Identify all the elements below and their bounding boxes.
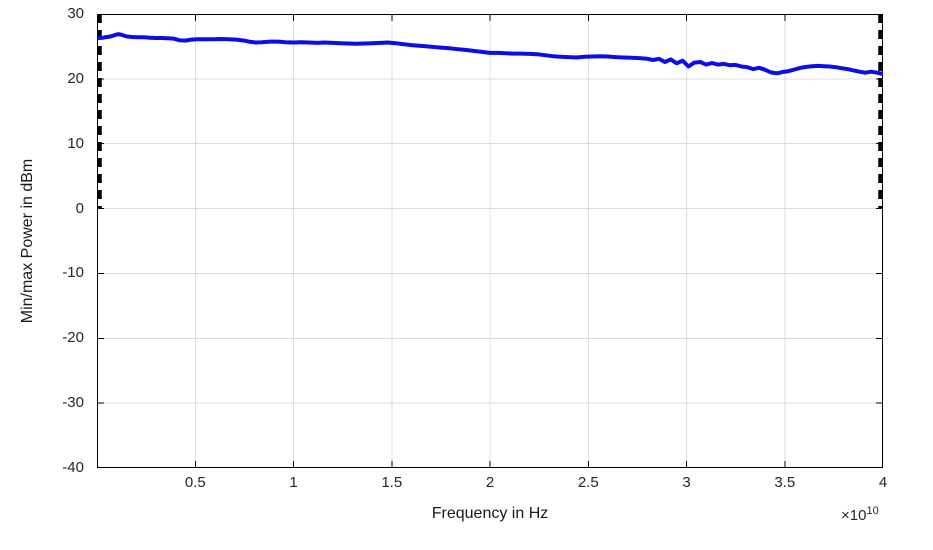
x-tick-label: 3 [682,474,691,491]
y-tick-label: -20 [62,329,84,347]
x-tick-label: 1.5 [381,474,403,491]
y-tick-label: 30 [67,5,84,22]
x-tick-label: 2 [485,474,495,491]
y-tick-label: -30 [62,394,84,412]
multiplier-base: ×10 [841,507,867,524]
y-tick-label: 10 [67,134,84,152]
x-tick-label: 2.5 [577,474,599,491]
plot-area [97,14,883,468]
x-tick-label: 3.5 [774,474,796,491]
x-tick-label: 4 [878,474,888,491]
multiplier-exponent: 10 [866,505,879,517]
x-tick-label: 1 [289,474,298,491]
x-axis-label: Frequency in Hz [431,505,549,522]
y-tick-label: 0 [75,199,84,217]
y-tick-label: -40 [62,459,84,476]
y-tick-label: -10 [62,264,84,282]
x-axis-multiplier: ×1010 [841,505,879,524]
power-curve [97,32,883,76]
y-tick-label: 20 [67,69,84,87]
x-tick-label: 0.5 [184,474,206,491]
